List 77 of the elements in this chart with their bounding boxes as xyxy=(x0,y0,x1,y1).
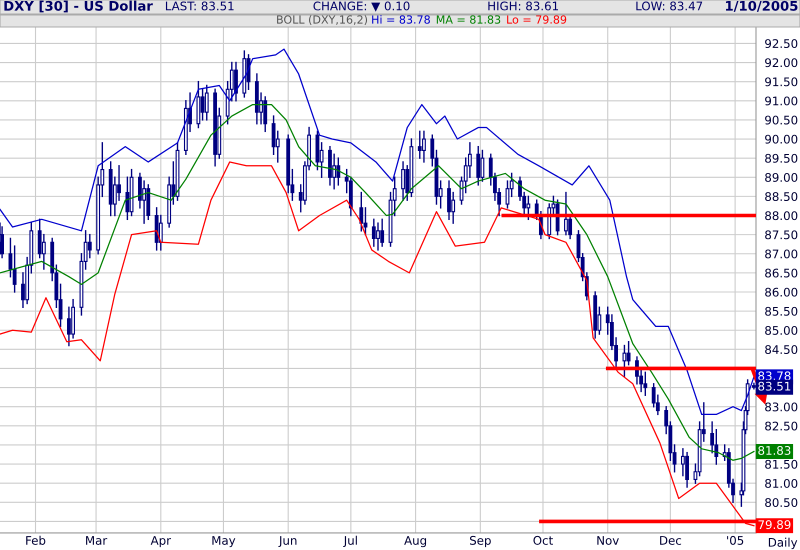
x-tick-label: Aug xyxy=(404,536,426,548)
y-tick-label: 87.00 xyxy=(765,249,798,258)
candlestick xyxy=(142,180,146,224)
y-tick-label: 88.00 xyxy=(765,211,798,220)
x-tick-label: Dec xyxy=(660,536,682,545)
y-tick-label: 89.50 xyxy=(765,154,798,163)
candlestick xyxy=(685,452,689,488)
annotation: 79.89 xyxy=(758,520,790,530)
candlestick xyxy=(447,180,451,220)
text: Hi = 83.78 xyxy=(372,15,430,24)
candlestick xyxy=(480,150,484,182)
annotation: 81.83 xyxy=(758,446,790,455)
y-tick-label: 83.00 xyxy=(765,402,798,412)
candlestick xyxy=(380,218,384,247)
candlestick xyxy=(42,234,46,270)
x-tick-label: Jun xyxy=(278,536,296,548)
y-tick-label: 87.50 xyxy=(765,230,798,240)
candlestick xyxy=(418,130,422,159)
candlestick xyxy=(376,222,380,251)
candlestick xyxy=(88,234,92,258)
y-tick-label: 90.00 xyxy=(765,134,798,144)
text: Daily xyxy=(768,538,798,550)
text: HIGH: 83.61 xyxy=(488,1,558,10)
candlestick xyxy=(526,196,530,220)
annotation: 83.78 xyxy=(758,371,790,380)
x-tick-label: Nov xyxy=(597,536,619,545)
candlestick xyxy=(626,341,631,366)
candlestick xyxy=(476,146,480,186)
candlestick xyxy=(451,192,456,224)
candlestick xyxy=(200,88,204,121)
candlestick xyxy=(643,372,648,396)
candlestick xyxy=(67,306,71,346)
candlestick xyxy=(117,165,121,201)
candlestick xyxy=(564,192,568,236)
y-tick-label: 91.50 xyxy=(765,77,798,86)
y-tick-label: 92.00 xyxy=(765,58,798,68)
chart-subtitle: BOLL (DXY,16,2) xyxy=(277,15,368,26)
x-tick-label: Mar xyxy=(86,536,108,545)
candlestick xyxy=(401,161,405,201)
chart-title: DXY [30] - US Dollar xyxy=(4,0,153,12)
text: 1/10/2005 xyxy=(726,0,798,12)
x-tick-label: Oct xyxy=(533,536,553,545)
y-tick-label: 84.50 xyxy=(765,345,798,354)
x-tick-label: Jul xyxy=(343,536,357,548)
y-tick-label: 82.50 xyxy=(765,422,798,431)
candlestick xyxy=(234,62,238,102)
y-tick-label: 91.00 xyxy=(765,96,798,106)
candlestick xyxy=(125,176,130,220)
y-tick-label: 88.50 xyxy=(765,192,798,202)
y-tick-label: 85.50 xyxy=(765,306,798,316)
y-tick-label: 86.50 xyxy=(765,268,798,278)
candlestick xyxy=(372,218,376,247)
x-tick-label: '05 xyxy=(727,536,744,545)
x-tick-label: Sep xyxy=(470,536,491,548)
candlestick xyxy=(680,448,685,476)
y-tick-label: 92.50 xyxy=(765,39,798,48)
candlestick xyxy=(422,130,426,163)
x-tick-label: May xyxy=(212,536,236,548)
x-tick-label: Feb xyxy=(26,536,46,545)
y-tick-label: 80.50 xyxy=(765,498,798,508)
text: CHANGE: ▼ 0.10 xyxy=(313,1,410,12)
y-tick-label: 86.00 xyxy=(765,288,798,297)
text: Lo = 79.89 xyxy=(507,15,566,24)
candlestick xyxy=(332,154,336,190)
candlestick xyxy=(263,96,268,132)
y-tick-label: 81.00 xyxy=(765,478,798,488)
y-tick-label: 81.50 xyxy=(765,460,798,469)
candlestick xyxy=(622,344,626,377)
text: LOW: 83.47 xyxy=(636,1,702,10)
x-tick-label: Apr xyxy=(150,536,172,548)
text: LAST: 83.51 xyxy=(166,1,234,10)
y-tick-label: 89.00 xyxy=(765,172,798,182)
y-tick-label: 85.00 xyxy=(765,326,798,335)
y-tick-label: 90.50 xyxy=(765,116,798,125)
text: MA = 81.83 xyxy=(436,15,500,24)
annotation: 83.51 xyxy=(758,382,790,391)
candlestick xyxy=(204,84,209,121)
